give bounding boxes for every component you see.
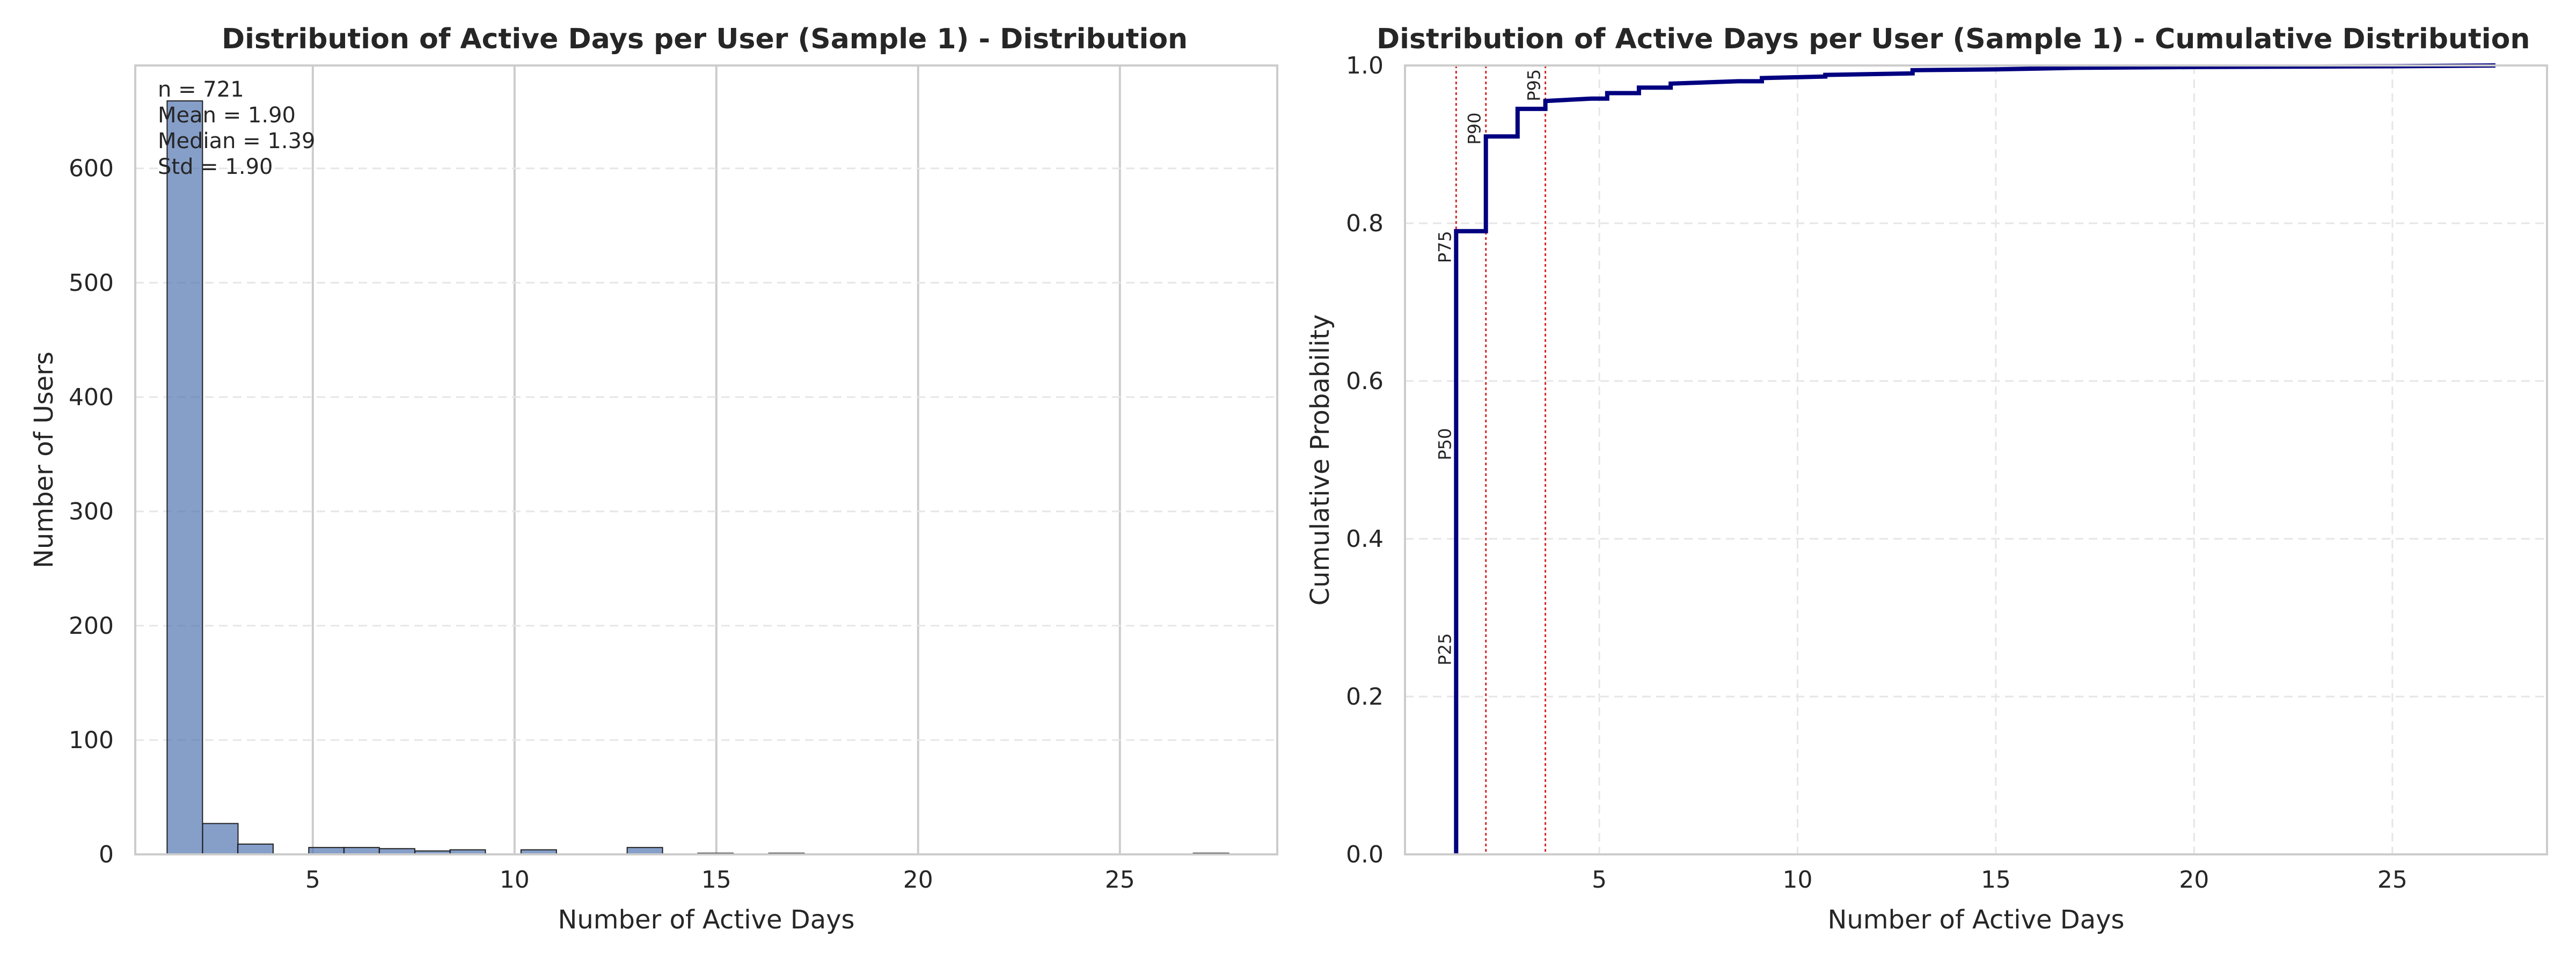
cdf-x-ticks: 5 10 15 20 25 <box>1592 866 2407 894</box>
cdf-percentile-label: P90 <box>1465 113 1485 145</box>
stats-mean: Mean = 1.90 <box>158 103 296 128</box>
cdf-x-tick-label: 25 <box>2377 866 2407 894</box>
cdf-title: Distribution of Active Days per User (Sa… <box>1377 23 2530 55</box>
cdf-percentile-label: P75 <box>1435 231 1455 263</box>
histogram-grid <box>135 65 1277 854</box>
histogram-bar <box>202 823 239 855</box>
histogram-y-tick-label: 100 <box>69 727 114 754</box>
cdf-y-tick-label: 0.0 <box>1346 841 1384 868</box>
histogram-y-tick-label: 0 <box>99 841 114 868</box>
cdf-percentile-label: P25 <box>1435 633 1455 665</box>
cdf-x-tick-label: 20 <box>2179 866 2209 894</box>
histogram-bar <box>237 843 274 855</box>
cdf-x-tick-label: 5 <box>1592 866 1607 894</box>
histogram-stats-box: n = 721 Mean = 1.90 Median = 1.39 Std = … <box>158 77 316 179</box>
cdf-panel: Distribution of Active Days per User (Sa… <box>1305 23 2548 935</box>
histogram-x-axis-label: Number of Active Days <box>558 905 854 935</box>
histogram-y-tick-label: 200 <box>69 612 114 640</box>
histogram-title: Distribution of Active Days per User (Sa… <box>222 23 1188 55</box>
cdf-percentile-label: P50 <box>1435 428 1455 460</box>
cdf-grid <box>1405 65 2547 854</box>
histogram-panel: Distribution of Active Days per User (Sa… <box>29 23 1278 935</box>
histogram-x-tick-label: 15 <box>701 866 731 894</box>
histogram-x-tick-label: 25 <box>1105 866 1135 894</box>
histogram-y-tick-label: 500 <box>69 269 114 297</box>
histogram-bars <box>166 100 1230 855</box>
cdf-y-tick-label: 0.8 <box>1346 210 1384 237</box>
cdf-y-axis-label: Cumulative Probability <box>1305 314 1335 606</box>
histogram-x-tick-label: 10 <box>500 866 530 894</box>
histogram-x-tick-label: 5 <box>305 866 320 894</box>
cdf-percentile-labels: P25 P50 P75 P90 P95 <box>1435 69 1544 665</box>
histogram-y-ticks: 0 100 200 300 400 500 600 <box>69 155 114 868</box>
histogram-x-ticks: 5 10 15 20 25 <box>305 866 1135 894</box>
histogram-y-tick-label: 300 <box>69 498 114 525</box>
cdf-line <box>1454 63 2496 854</box>
histogram-bar <box>166 100 203 855</box>
cdf-x-axis-label: Number of Active Days <box>1827 905 2124 935</box>
cdf-y-tick-label: 1.0 <box>1346 52 1384 79</box>
cdf-percentile-lines <box>1455 65 1547 854</box>
cdf-x-tick-label: 15 <box>1981 866 2011 894</box>
histogram-y-axis-label: Number of Users <box>29 352 59 568</box>
cdf-plot-frame <box>1404 64 2548 855</box>
histogram-y-tick-label: 400 <box>69 384 114 411</box>
histogram-y-tick-label: 600 <box>69 155 114 182</box>
cdf-y-ticks: 0.0 0.2 0.4 0.6 0.8 1.0 <box>1346 52 1384 868</box>
cdf-x-tick-label: 10 <box>1783 866 1813 894</box>
histogram-x-tick-label: 20 <box>903 866 933 894</box>
cdf-y-tick-label: 0.4 <box>1346 525 1384 553</box>
stats-std: Std = 1.90 <box>158 155 273 179</box>
stats-median: Median = 1.39 <box>158 129 316 153</box>
cdf-percentile-label: P95 <box>1524 69 1545 101</box>
cdf-y-tick-label: 0.2 <box>1346 683 1384 711</box>
stats-n: n = 721 <box>158 77 244 102</box>
cdf-y-tick-label: 0.6 <box>1346 368 1384 395</box>
histogram-plot-frame <box>134 64 1278 855</box>
